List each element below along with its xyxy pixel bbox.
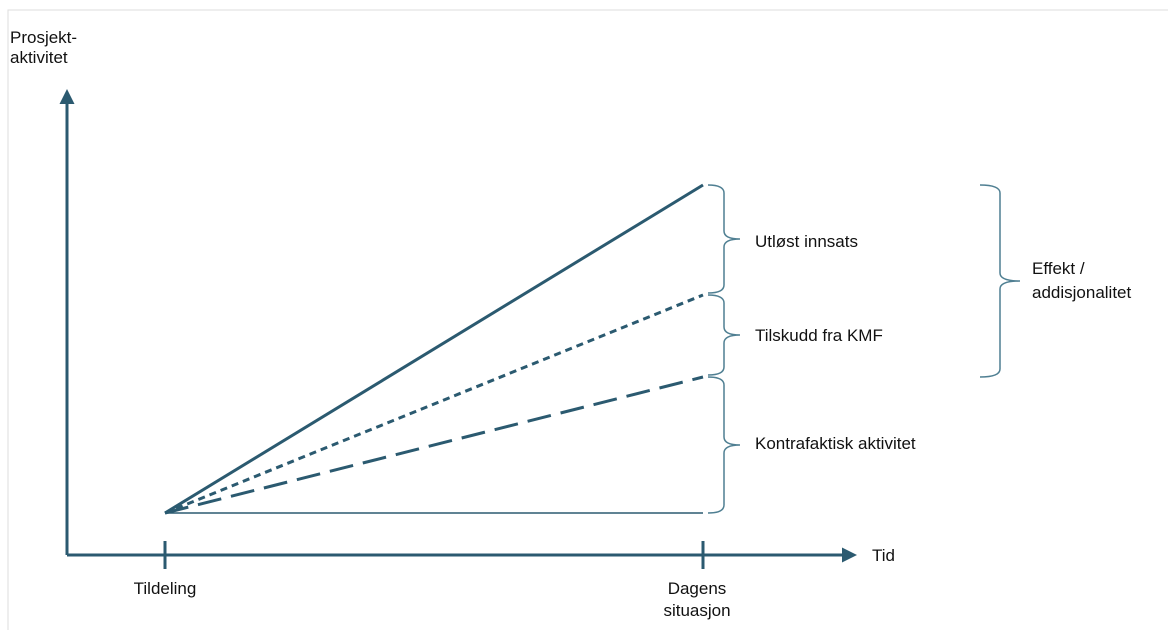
y-axis-label: Prosjekt-aktivitet <box>10 28 77 67</box>
x-tick-label: Tildeling <box>134 579 197 598</box>
frame <box>7 9 1168 630</box>
braces <box>707 184 1021 514</box>
segment-label: Tilskudd fra KMF <box>755 326 883 345</box>
line-dashed <box>164 375 704 515</box>
line-dotted <box>164 293 704 515</box>
brace <box>707 376 741 514</box>
x-axis-label: Tid <box>872 546 895 565</box>
line-solid <box>164 183 704 515</box>
group-label: Effekt / addisjonalitet <box>1032 259 1132 302</box>
segment-label: Kontrafaktisk aktivitet <box>755 434 916 453</box>
segment-label: Utløst innsats <box>755 232 858 251</box>
brace <box>707 294 741 376</box>
brace <box>707 184 741 294</box>
brace <box>979 184 1021 378</box>
x-tick-label: Dagens situasjon <box>663 579 730 620</box>
